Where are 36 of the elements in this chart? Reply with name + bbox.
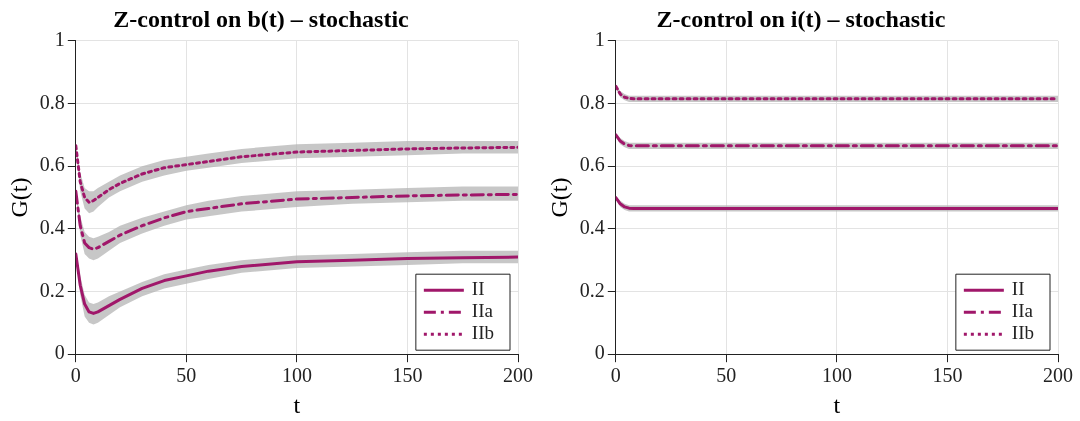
legend-label: IIb xyxy=(471,322,494,344)
y-tick-label: 0.4 xyxy=(579,216,605,239)
x-tick-label: 50 xyxy=(716,364,737,387)
y-tick-label: 0.6 xyxy=(39,153,65,176)
y-tick-label: 1 xyxy=(594,28,605,51)
x-tick-label: 150 xyxy=(392,364,423,387)
line-series xyxy=(75,144,518,204)
x-axis-title: t xyxy=(293,391,301,418)
x-tick-label: 200 xyxy=(1043,364,1073,387)
y-tick-label: 0.8 xyxy=(39,90,65,113)
legend-label: IIb xyxy=(1011,322,1034,344)
legend-label: II xyxy=(471,278,485,300)
y-tick-label: 1 xyxy=(54,28,65,51)
legend-label: IIa xyxy=(1011,300,1034,322)
y-tick-label: 0 xyxy=(594,341,605,364)
chart-title: Z-control on b(t) – stochastic xyxy=(113,5,410,32)
x-tick-label: 0 xyxy=(70,364,81,387)
y-tick-label: 0.6 xyxy=(579,153,605,176)
y-tick-label: 0.8 xyxy=(579,90,605,113)
line-series xyxy=(75,189,518,251)
y-tick-label: 0.4 xyxy=(39,216,65,239)
x-tick-label: 150 xyxy=(932,364,963,387)
y-tick-label: 0 xyxy=(54,341,65,364)
y-axis-title: G(t) xyxy=(5,177,32,218)
y-tick-label: 0.2 xyxy=(579,278,605,301)
chart-title: Z-control on i(t) – stochastic xyxy=(656,5,946,32)
legend-label: IIa xyxy=(471,300,494,322)
x-tick-label: 100 xyxy=(281,364,312,387)
legend-label: II xyxy=(1011,278,1025,300)
x-tick-label: 100 xyxy=(821,364,852,387)
x-tick-label: 0 xyxy=(610,364,621,387)
y-axis-title: G(t) xyxy=(545,177,572,218)
x-tick-label: 200 xyxy=(503,364,533,387)
x-tick-label: 50 xyxy=(176,364,197,387)
x-axis-title: t xyxy=(833,391,841,418)
y-tick-label: 0.2 xyxy=(39,278,65,301)
